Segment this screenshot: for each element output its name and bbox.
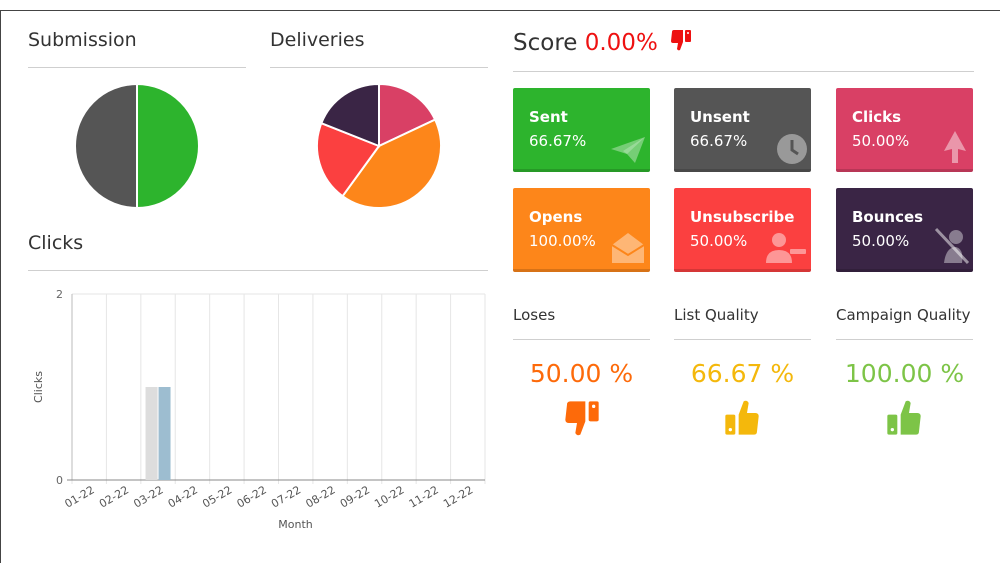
metric-label-list-quality: List Quality <box>674 306 759 324</box>
card-shadow <box>513 269 650 272</box>
pie-slice <box>316 121 381 198</box>
metric-divider <box>836 339 973 340</box>
card-shadow <box>674 169 811 172</box>
card-value: 50.00% <box>690 232 748 250</box>
card-value: 50.00% <box>852 132 910 150</box>
card-title: Clicks <box>852 108 902 126</box>
metric-divider <box>674 339 811 340</box>
card-unsent[interactable]: Unsent 66.67% <box>674 88 811 172</box>
score-heading: Score 0.00% <box>513 28 693 58</box>
x-tick-label: 02-22 <box>97 483 131 510</box>
open-envelope-icon <box>609 231 647 269</box>
submission-pie-chart <box>74 82 200 210</box>
card-title: Opens <box>529 208 583 226</box>
clicks-bar-chart: 0 2 01-22 02-22 03-22 04-22 05-22 06-22 07-22 08-… <box>32 288 486 531</box>
x-tick-label: 10-22 <box>372 483 406 510</box>
thumbs-up-icon <box>884 398 924 442</box>
card-shadow <box>836 269 973 272</box>
score-label: Score <box>513 30 578 56</box>
card-shadow <box>836 169 973 172</box>
submission-title: Submission <box>28 29 137 51</box>
bounce-icon <box>934 227 970 269</box>
metric-divider <box>513 339 650 340</box>
card-opens[interactable]: Opens 100.00% <box>513 188 650 272</box>
frame-border-top <box>0 10 1000 11</box>
card-value: 66.67% <box>529 132 587 150</box>
card-sent[interactable]: Sent 66.67% <box>513 88 650 172</box>
pie-slice <box>341 118 442 209</box>
user-minus-icon <box>764 231 808 269</box>
card-title: Unsubscribe <box>690 208 795 226</box>
card-title: Unsent <box>690 108 750 126</box>
submission-divider <box>28 67 246 68</box>
card-shadow <box>674 269 811 272</box>
deliveries-pie-chart <box>316 82 442 209</box>
x-tick-label: 05-22 <box>200 483 234 510</box>
y-tick-label: 0 <box>56 474 63 487</box>
card-title: Bounces <box>852 208 924 226</box>
x-tick-label: 03-22 <box>131 483 165 510</box>
y-tick-label: 2 <box>56 288 63 301</box>
bar <box>158 387 171 480</box>
deliveries-divider <box>270 67 488 68</box>
cursor-icon <box>940 129 970 169</box>
card-shadow <box>513 169 650 172</box>
card-value: 66.67% <box>690 132 748 150</box>
y-axis-title: Clicks <box>32 371 45 403</box>
pie-slice <box>320 82 380 148</box>
frame-border-left <box>0 10 1 563</box>
pie-slice <box>378 82 437 148</box>
thumbs-down-icon <box>562 398 602 442</box>
x-tick-label: 08-22 <box>303 483 337 510</box>
score-value: 0.00% <box>584 30 658 56</box>
metric-label-campaign-quality: Campaign Quality <box>836 306 971 324</box>
card-unsubscribe[interactable]: Unsubscribe 50.00% <box>674 188 811 272</box>
x-tick-label: 06-22 <box>235 483 269 510</box>
clicks-divider <box>28 270 488 271</box>
metric-label-loses: Loses <box>513 306 556 324</box>
x-tick-label: 12-22 <box>441 483 475 510</box>
metric-value-list-quality: 66.67 % <box>690 359 795 388</box>
deliveries-title: Deliveries <box>270 29 365 51</box>
x-tick-label: 11-22 <box>407 483 441 510</box>
x-tick-label: 01-22 <box>63 483 97 510</box>
thumbs-down-icon <box>669 28 693 58</box>
metric-value-campaign-quality: 100.00 % <box>844 359 965 388</box>
metric-value-loses: 50.00 % <box>529 359 634 388</box>
card-title: Sent <box>529 108 568 126</box>
score-divider <box>513 71 974 72</box>
card-clicks[interactable]: Clicks 50.00% <box>836 88 973 172</box>
thumbs-up-icon <box>722 398 762 442</box>
x-tick-label: 04-22 <box>166 483 200 510</box>
card-value: 50.00% <box>852 232 910 250</box>
x-axis-title: Month <box>278 518 313 531</box>
clock-icon <box>776 133 808 169</box>
card-value: 100.00% <box>529 232 596 250</box>
x-tick-label: 09-22 <box>338 483 372 510</box>
x-tick-label: 07-22 <box>269 483 303 510</box>
bar <box>145 387 158 480</box>
card-bounces[interactable]: Bounces 50.00% <box>836 188 973 272</box>
clicks-title: Clicks <box>28 232 84 254</box>
pie-slice <box>74 82 138 210</box>
paper-plane-icon <box>609 135 647 169</box>
pie-slice <box>136 82 200 210</box>
